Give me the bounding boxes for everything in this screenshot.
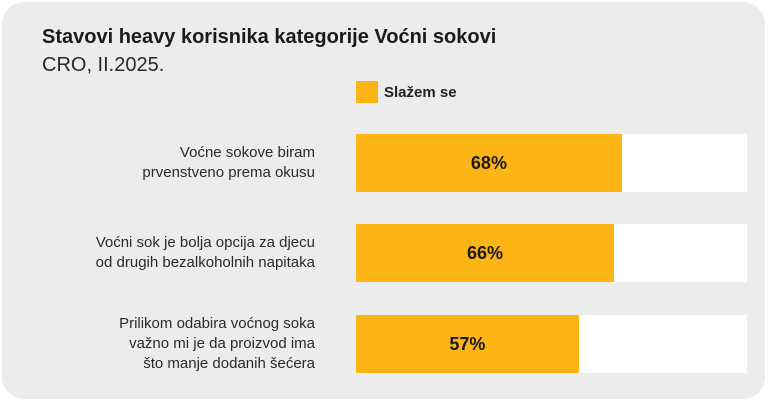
category-label-line: što manje dodanih šećera (143, 355, 315, 372)
chart-title: Stavovi heavy korisnika kategorije Voćni… (42, 26, 497, 48)
bar (356, 224, 615, 282)
category-label-line: prvenstveno prema okusu (142, 164, 315, 181)
category-label: Voćne sokove biram prvenstveno prema okus… (15, 143, 315, 183)
category-label: Voćni sok je bolja opcija za djecu od dru… (15, 233, 315, 273)
data-label: 57% (449, 333, 486, 354)
legend: Slažem se (356, 81, 457, 103)
category-label-line: važno mi je da proizvod ima (129, 335, 315, 352)
chart-subtitle: CRO, II.2025. (42, 54, 165, 76)
bar-track: 66% (356, 224, 747, 282)
category-label-line: Voćne sokove biram (179, 144, 315, 161)
category-label-line: Prilikom odabira voćnog soka (119, 315, 315, 332)
data-label: 66% (467, 242, 504, 263)
category-label: Prilikom odabira voćnog soka važno mi je … (15, 314, 315, 374)
category-label-line: od drugih bezalkoholnih napitaka (95, 254, 315, 271)
legend-swatch (356, 81, 378, 103)
bar (356, 134, 622, 192)
data-label: 68% (470, 152, 507, 173)
category-label-line: Voćni sok je bolja opcija za djecu (95, 234, 315, 251)
bar-track: 57% (356, 315, 747, 373)
chart-card: Stavovi heavy korisnika kategorije Voćni… (2, 2, 765, 399)
bar (356, 315, 579, 373)
bar-track: 68% (356, 134, 747, 192)
legend-label: Slažem se (384, 83, 457, 101)
